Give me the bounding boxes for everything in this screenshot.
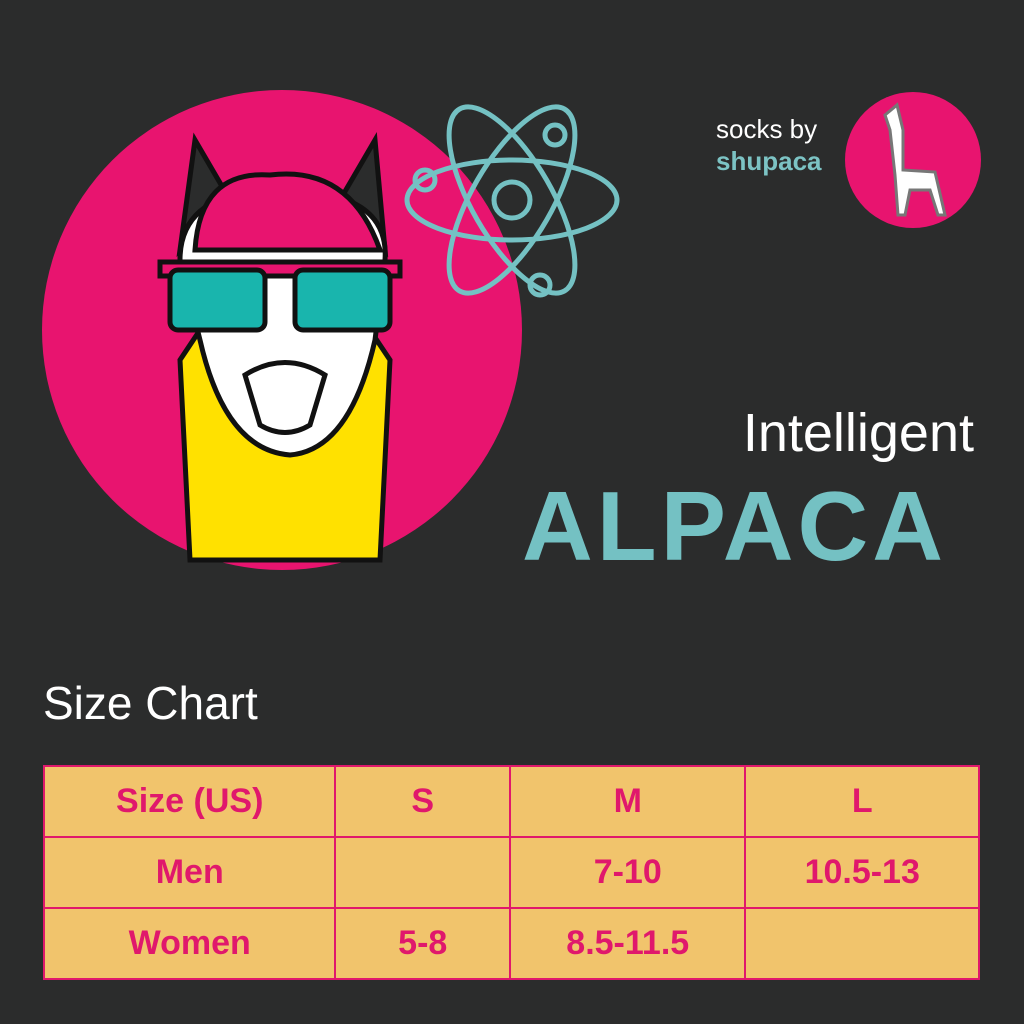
row-label: Men xyxy=(42,836,337,909)
brand-logo xyxy=(845,92,981,228)
atom-icon xyxy=(404,104,620,298)
brand-prefix: socks by xyxy=(716,114,818,144)
header-cell: Size (US) xyxy=(42,765,337,838)
headline-line2: ALPACA xyxy=(522,471,948,581)
table-cell: 5-8 xyxy=(334,907,512,980)
table-cell: 7-10 xyxy=(509,836,747,909)
table-cell xyxy=(334,836,512,909)
size-chart-title: Size Chart xyxy=(43,677,258,729)
header-cell: M xyxy=(509,765,747,838)
brand-name: shupaca xyxy=(716,146,822,176)
table-header-row: Size (US) S M L xyxy=(42,765,980,838)
alpaca-silhouette-icon xyxy=(883,102,947,217)
table-row: Men 7-10 10.5-13 xyxy=(42,836,980,909)
header-cell: S xyxy=(334,765,512,838)
alpaca-with-sunglasses xyxy=(157,131,403,563)
size-chart-table: Size (US) S M L Men 7-10 10.5-13 Women 5… xyxy=(42,765,980,980)
table-cell: 8.5-11.5 xyxy=(509,907,747,980)
illustration xyxy=(42,90,981,570)
headline-line1: Intelligent xyxy=(742,403,974,463)
table-cell xyxy=(744,907,980,980)
row-label: Women xyxy=(42,907,337,980)
table-cell: 10.5-13 xyxy=(744,836,980,909)
table-row: Women 5-8 8.5-11.5 xyxy=(42,907,980,980)
header-cell: L xyxy=(744,765,980,838)
